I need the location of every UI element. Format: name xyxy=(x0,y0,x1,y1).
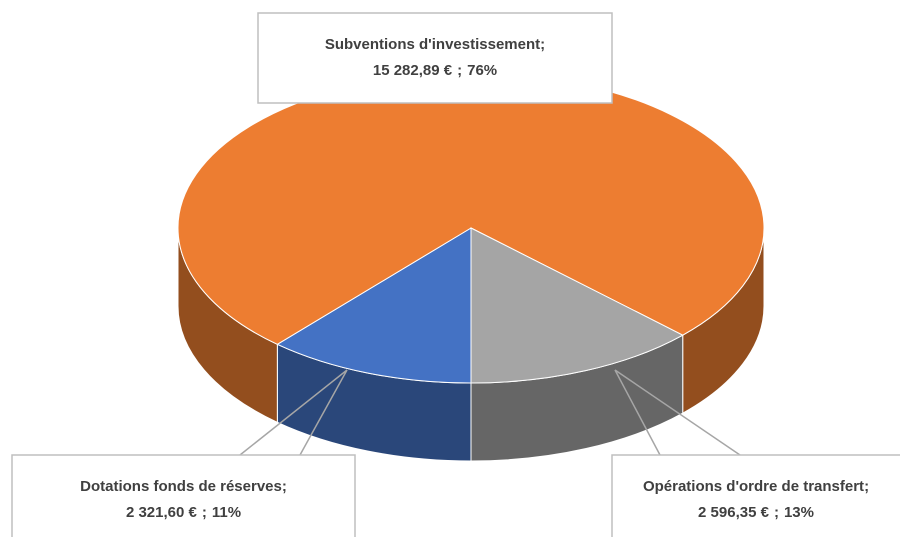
data-label: 15 282,89 €; 76% xyxy=(373,62,497,79)
data-label: Subventions d'investissement; xyxy=(325,36,545,53)
percent-label: 76% xyxy=(467,62,497,79)
label-box xyxy=(257,12,613,104)
data-label: 2 596,35 €; 13% xyxy=(698,504,814,521)
separator: ; xyxy=(457,62,462,79)
value-label: 15 282,89 € xyxy=(373,62,453,79)
label-box xyxy=(611,454,900,537)
percent-label: 11% xyxy=(212,504,241,521)
slice xyxy=(470,227,684,384)
leader-line xyxy=(614,369,661,456)
label-box xyxy=(11,454,356,537)
category-name: Opérations d'ordre de transfert xyxy=(643,478,864,495)
category-name: Subventions d'investissement xyxy=(325,36,540,53)
value-label: 2 321,60 € xyxy=(126,504,198,521)
separator: ; xyxy=(540,36,545,53)
percent-label: 13% xyxy=(784,504,814,521)
category-name: Dotations fonds de réserves xyxy=(80,478,282,495)
data-label: 2 321,60 €; 11% xyxy=(126,504,241,521)
slice xyxy=(276,227,472,384)
leader-line xyxy=(299,369,348,456)
leader-line xyxy=(239,369,348,456)
data-label: Dotations fonds de réserves; xyxy=(80,478,287,495)
separator: ; xyxy=(864,478,869,495)
separator: ; xyxy=(202,504,207,521)
separator: ; xyxy=(282,478,287,495)
value-label: 2 596,35 € xyxy=(698,504,770,521)
separator: ; xyxy=(774,504,779,521)
data-label: Opérations d'ordre de transfert; xyxy=(643,478,869,495)
leader-line xyxy=(614,369,741,456)
